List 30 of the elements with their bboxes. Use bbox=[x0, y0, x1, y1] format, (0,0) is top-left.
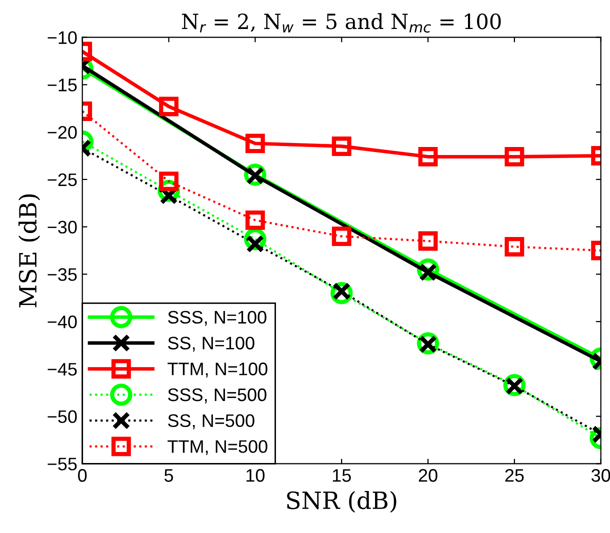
y-tick-label: −15 bbox=[48, 78, 77, 92]
y-tick-label: −30 bbox=[48, 220, 77, 234]
legend-label: TTM, N=100 bbox=[168, 362, 268, 378]
x-tick-label: 10 bbox=[246, 469, 265, 482]
chart-title: N$_{r}$ = 2, N$_{w}$ = 5 and N$_{mc}$ = 100 bbox=[182, 13, 501, 33]
legend-label: SS, N=100 bbox=[168, 336, 254, 352]
x-tick-label: 25 bbox=[505, 469, 524, 482]
legend-label: SSS, N=100 bbox=[168, 310, 266, 326]
y-tick-label: −40 bbox=[48, 316, 77, 328]
x-tick-label: 5 bbox=[164, 469, 174, 482]
legend-label: SS, N=500 bbox=[168, 414, 254, 430]
point bbox=[245, 210, 265, 230]
y-tick-label: −50 bbox=[48, 410, 77, 424]
x-tick-label: 20 bbox=[418, 469, 438, 482]
legend-label: SSS, N=500 bbox=[168, 388, 266, 404]
legend-label: TTM, N=500 bbox=[168, 440, 268, 456]
y-tick-label: −25 bbox=[48, 173, 77, 186]
point bbox=[332, 226, 352, 246]
y-tick-label: −45 bbox=[48, 363, 77, 376]
x-tick-label: 30 bbox=[592, 469, 610, 482]
x-tick-label: 15 bbox=[332, 469, 351, 482]
y-axis-title: MSE (dB) bbox=[18, 194, 40, 308]
x-axis-title: SNR (dB) bbox=[287, 490, 396, 513]
x-tick-label: 0 bbox=[78, 469, 87, 482]
y-tick-label: −35 bbox=[48, 268, 77, 281]
y-tick-label: −55 bbox=[48, 458, 77, 470]
point bbox=[245, 134, 265, 154]
y-tick-label: −20 bbox=[48, 126, 77, 139]
point bbox=[332, 136, 352, 156]
y-tick-label: −10 bbox=[48, 31, 77, 44]
